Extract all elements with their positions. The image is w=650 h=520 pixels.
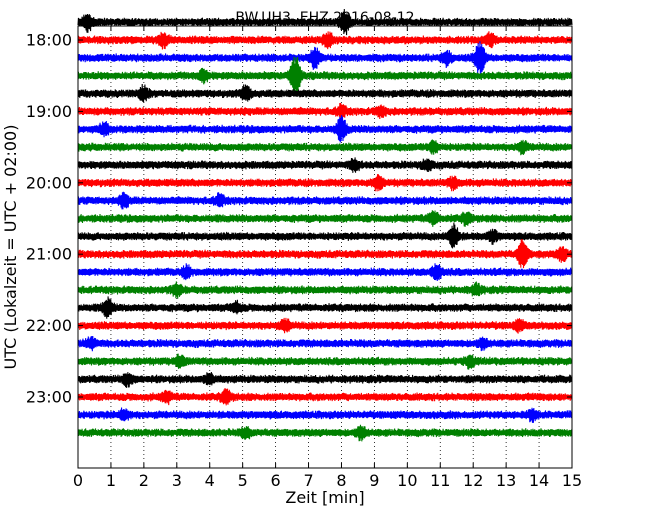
x-tick-label: 7 (303, 471, 313, 490)
x-tick-label: 15 (562, 471, 582, 490)
seismic-trace (77, 407, 573, 423)
x-tick-label: 4 (205, 471, 215, 490)
seismic-trace (77, 31, 573, 50)
y-axis-title: UTC (Lokalzeit = UTC + 02:00) (1, 125, 20, 370)
seismic-trace (77, 222, 573, 249)
x-tick-label: 2 (139, 471, 149, 490)
x-tick-label: 9 (369, 471, 379, 490)
seismic-trace (77, 388, 573, 406)
seismic-trace (77, 263, 573, 282)
seismic-trace (77, 157, 573, 173)
seismic-trace (77, 210, 573, 227)
seismic-trace (77, 296, 573, 319)
x-tick-label: 12 (463, 471, 483, 490)
y-tick-label: 19:00 (26, 102, 72, 121)
seismic-trace (77, 424, 573, 442)
seismic-trace (77, 56, 573, 95)
x-tick-label: 11 (430, 471, 450, 490)
trace-group (77, 8, 573, 442)
x-axis-title: Zeit [min] (285, 488, 364, 507)
seismic-trace (77, 139, 573, 156)
seismic-trace (77, 353, 573, 370)
x-tick-label: 8 (336, 471, 346, 490)
seismic-trace (77, 8, 573, 36)
x-tick-label: 13 (496, 471, 516, 490)
x-axis-ticks: 0 1 2 3 4 5 6 7 8 9 10 11 12 13 14 15 (73, 26, 582, 490)
x-tick-label: 1 (106, 471, 116, 490)
seismic-trace (77, 41, 573, 77)
y-tick-label: 22:00 (26, 316, 72, 335)
chart-title: BW.UH3..EHZ 2016-08-12 (235, 10, 414, 26)
plot-frame (77, 25, 573, 469)
seismic-trace (77, 174, 573, 192)
seismic-trace (77, 115, 573, 143)
seismic-trace (77, 317, 573, 334)
seismic-trace (77, 102, 573, 119)
seismic-trace (77, 281, 573, 299)
x-tick-label: 6 (271, 471, 281, 490)
seismic-trace (77, 238, 573, 269)
y-tick-label: 23:00 (26, 388, 72, 407)
x-tick-label: 3 (172, 471, 182, 490)
y-tick-label: 21:00 (26, 245, 72, 264)
x-tick-label: 10 (397, 471, 417, 490)
x-tick-label: 14 (529, 471, 549, 490)
y-axis-ticks: 18:00 19:00 20:00 21:00 22:00 23:00 (26, 31, 572, 407)
x-tick-label: 5 (238, 471, 248, 490)
x-tick-label: 0 (73, 471, 83, 490)
seismic-trace (77, 371, 573, 388)
seismic-trace (77, 83, 573, 103)
y-tick-label: 18:00 (26, 31, 72, 50)
seismic-trace (77, 336, 573, 352)
seismic-trace (77, 191, 573, 210)
y-tick-label: 20:00 (26, 173, 72, 192)
